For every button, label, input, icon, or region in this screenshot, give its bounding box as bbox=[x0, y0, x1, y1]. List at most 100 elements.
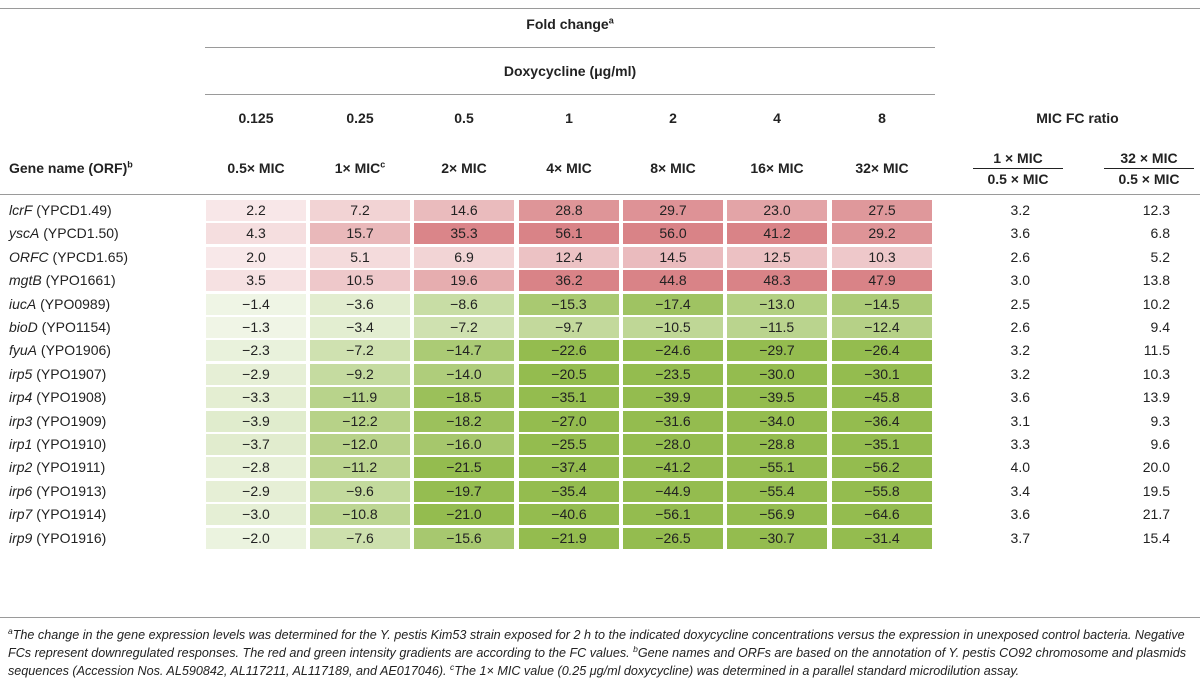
fold-change-cell: 36.2 bbox=[519, 270, 619, 292]
table-row: bioD (YPO1154) −1.3 −3.4 −7.2 −9.7 −10.5 −11.5… bbox=[0, 316, 1200, 339]
gene-name: irp5 (YPO1907) bbox=[9, 363, 106, 386]
gene-name: iucA (YPO0989) bbox=[9, 293, 110, 316]
ratio1-value: 4.0 bbox=[1010, 459, 1030, 476]
ratio2-value: 13.8 bbox=[1142, 272, 1170, 289]
ratio2-value: 19.5 bbox=[1142, 482, 1170, 499]
gene-name: irp1 (YPO1910) bbox=[9, 433, 106, 456]
concentration-header: 0.5 bbox=[454, 110, 474, 126]
ratio1-value: 3.7 bbox=[1010, 529, 1030, 546]
doxycycline-heading: Doxycycline (μg/ml) bbox=[503, 63, 637, 79]
table-row: lcrF (YPCD1.49) 2.2 7.2 14.6 28.8 29.7 23.0 27.… bbox=[0, 199, 1200, 222]
fold-change-cell: −2.3 bbox=[206, 340, 306, 362]
gene-name: mgtB (YPO1661) bbox=[9, 269, 116, 292]
fold-change-cell: −31.4 bbox=[832, 527, 932, 549]
fold-change-cell: 56.0 bbox=[623, 223, 723, 245]
gene-symbol: fyuA bbox=[9, 342, 38, 359]
table-row: mgtB (YPO1661) 3.5 10.5 19.6 36.2 44.8 48.3 47.… bbox=[0, 269, 1200, 292]
ratio1-value: 2.5 bbox=[1010, 295, 1030, 312]
fold-change-cell: 15.7 bbox=[310, 223, 410, 245]
gene-symbol: mgtB bbox=[9, 272, 42, 289]
gene-name: ORFC (YPCD1.65) bbox=[9, 246, 128, 269]
fold-change-cell: 28.8 bbox=[519, 200, 619, 221]
fold-change-cell: −13.0 bbox=[727, 293, 827, 315]
fold-change-cell: 27.5 bbox=[832, 200, 932, 221]
fold-change-cell: −21.9 bbox=[519, 527, 619, 549]
gene-symbol: iucA bbox=[9, 295, 37, 312]
fold-change-cell: 35.3 bbox=[414, 223, 514, 245]
gene-name: irp2 (YPO1911) bbox=[9, 456, 105, 479]
gene-symbol: ORFC bbox=[9, 248, 49, 265]
mic-header: 2× MIC bbox=[441, 160, 487, 176]
fold-change-cell: 56.1 bbox=[519, 223, 619, 245]
fold-change-cell: −2.9 bbox=[206, 480, 306, 502]
fold-change-cell: −14.0 bbox=[414, 363, 514, 385]
fold-change-cell: −21.5 bbox=[414, 457, 514, 479]
fold-change-cell: −7.2 bbox=[310, 340, 410, 362]
table-row: irp4 (YPO1908) −3.3 −11.9 −18.5 −35.1 −39.9 −3… bbox=[0, 386, 1200, 409]
gene-orf: (YPO0989) bbox=[36, 295, 111, 312]
fold-change-cell: 10.3 bbox=[832, 246, 932, 268]
gene-orf: (YPO1910) bbox=[32, 436, 107, 452]
concentration-header: 0.25 bbox=[346, 110, 374, 126]
concentration-header: 8 bbox=[878, 110, 886, 126]
gene-orf: (YPCD1.50) bbox=[39, 225, 119, 242]
gene-orf: (YPO1913) bbox=[32, 482, 107, 499]
gene-symbol: irp2 bbox=[9, 459, 33, 476]
fold-change-cell: 2.0 bbox=[206, 246, 306, 268]
fold-change-cell: −31.6 bbox=[623, 410, 723, 432]
fold-change-cell: −10.5 bbox=[623, 317, 723, 338]
ratio2-value: 6.8 bbox=[1150, 225, 1170, 242]
fold-change-cell: −30.1 bbox=[832, 363, 932, 385]
fold-change-cell: −2.9 bbox=[206, 363, 306, 385]
fold-change-cell: −3.3 bbox=[206, 387, 306, 409]
fold-change-cell: 23.0 bbox=[727, 200, 827, 221]
footnote-a-marker: a bbox=[8, 625, 13, 636]
fold-change-cell: −3.7 bbox=[206, 434, 306, 455]
mic-header: 0.5× MIC bbox=[227, 160, 285, 176]
fold-change-cell: −9.7 bbox=[519, 317, 619, 338]
fold-change-rule bbox=[205, 47, 935, 48]
fold-change-cell: −44.9 bbox=[623, 480, 723, 502]
fold-change-cell: 7.2 bbox=[310, 200, 410, 221]
fold-change-cell: −9.6 bbox=[310, 480, 410, 502]
doxycycline-rule bbox=[205, 94, 935, 95]
fold-change-cell: −36.4 bbox=[832, 410, 932, 432]
fold-change-cell: −34.0 bbox=[727, 410, 827, 432]
mic-fc-ratio-heading: MIC FC ratio bbox=[1036, 110, 1119, 126]
ratio1-denominator: 0.5 × MIC bbox=[987, 171, 1049, 187]
footnote-b: Gene names and ORFs are based on the ann… bbox=[8, 646, 1187, 678]
fold-change-cell: −29.7 bbox=[727, 340, 827, 362]
gene-name: irp6 (YPO1913) bbox=[9, 480, 106, 503]
fold-change-cell: 19.6 bbox=[414, 270, 514, 292]
ratio1-fraction-header: 1 × MIC 0.5 × MIC bbox=[973, 150, 1063, 187]
table-row: irp1 (YPO1910) −3.7 −12.0 −16.0 −25.5 −28.0 −2… bbox=[0, 433, 1200, 456]
fold-change-cell: 29.7 bbox=[623, 200, 723, 221]
ratio2-numerator: 32 × MIC bbox=[1120, 150, 1178, 166]
ratio1-value: 3.4 bbox=[1010, 482, 1030, 499]
fold-change-cell: −37.4 bbox=[519, 457, 619, 479]
gene-orf: (YPO1909) bbox=[32, 412, 107, 429]
ratio2-fraction-header: 32 × MIC 0.5 × MIC bbox=[1104, 150, 1194, 187]
fold-change-cell: −14.7 bbox=[414, 340, 514, 362]
ratio2-value: 9.4 bbox=[1150, 319, 1170, 335]
fold-change-cell: −3.9 bbox=[206, 410, 306, 432]
table-footnote: aThe change in the gene expression level… bbox=[8, 626, 1193, 680]
mic-header: 4× MIC bbox=[546, 160, 592, 176]
gene-name: fyuA (YPO1906) bbox=[9, 339, 111, 362]
ratio2-denominator: 0.5 × MIC bbox=[1118, 171, 1180, 187]
fold-change-cell: −35.1 bbox=[519, 387, 619, 409]
table-row: irp7 (YPO1914) −3.0 −10.8 −21.0 −40.6 −56.1 −5… bbox=[0, 503, 1200, 526]
gene-orf: (YPCD1.49) bbox=[32, 202, 112, 218]
gene-symbol: irp5 bbox=[9, 365, 33, 382]
gene-orf: (YPO1906) bbox=[37, 342, 111, 359]
concentration-header: 1 bbox=[565, 110, 573, 126]
gene-orf: (YPO1154) bbox=[37, 319, 111, 335]
fold-change-cell: −26.5 bbox=[623, 527, 723, 549]
ratio2-value: 10.2 bbox=[1142, 295, 1170, 312]
fold-change-cell: −11.5 bbox=[727, 317, 827, 338]
ratio1-numerator: 1 × MIC bbox=[993, 150, 1043, 166]
gene-symbol: yscA bbox=[9, 225, 40, 242]
fold-change-cell: −25.5 bbox=[519, 434, 619, 455]
gene-name: yscA (YPCD1.50) bbox=[9, 222, 119, 245]
fold-change-cell: −18.2 bbox=[414, 410, 514, 432]
